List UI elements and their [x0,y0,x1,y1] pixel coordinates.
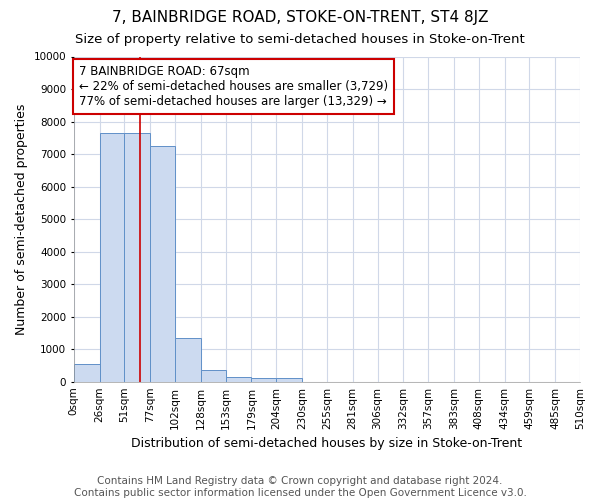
Bar [175,338,201,382]
Text: 7 BAINBRIDGE ROAD: 67sqm
← 22% of semi-detached houses are smaller (3,729)
77% o: 7 BAINBRIDGE ROAD: 67sqm ← 22% of semi-d… [79,64,388,108]
Bar [201,370,226,382]
X-axis label: Distribution of semi-detached houses by size in Stoke-on-Trent: Distribution of semi-detached houses by … [131,437,523,450]
Text: Size of property relative to semi-detached houses in Stoke-on-Trent: Size of property relative to semi-detach… [75,32,525,46]
Bar [150,146,175,382]
Bar [251,378,276,382]
Bar [124,133,150,382]
Bar [74,364,100,382]
Text: 7, BAINBRIDGE ROAD, STOKE-ON-TRENT, ST4 8JZ: 7, BAINBRIDGE ROAD, STOKE-ON-TRENT, ST4 … [112,10,488,25]
Y-axis label: Number of semi-detached properties: Number of semi-detached properties [15,104,28,335]
Bar [100,133,124,382]
Bar [276,378,302,382]
Bar [226,377,251,382]
Text: Contains HM Land Registry data © Crown copyright and database right 2024.
Contai: Contains HM Land Registry data © Crown c… [74,476,526,498]
